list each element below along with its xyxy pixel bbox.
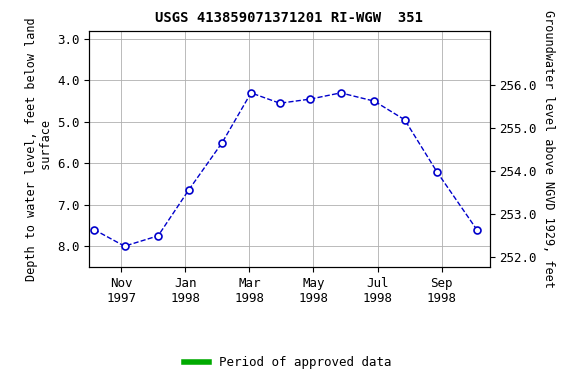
- Title: USGS 413859071371201 RI-WGW  351: USGS 413859071371201 RI-WGW 351: [156, 12, 423, 25]
- Y-axis label: Groundwater level above NGVD 1929, feet: Groundwater level above NGVD 1929, feet: [543, 10, 555, 288]
- Legend: Period of approved data: Period of approved data: [179, 351, 397, 374]
- Y-axis label: Depth to water level, feet below land
 surface: Depth to water level, feet below land su…: [25, 17, 53, 281]
